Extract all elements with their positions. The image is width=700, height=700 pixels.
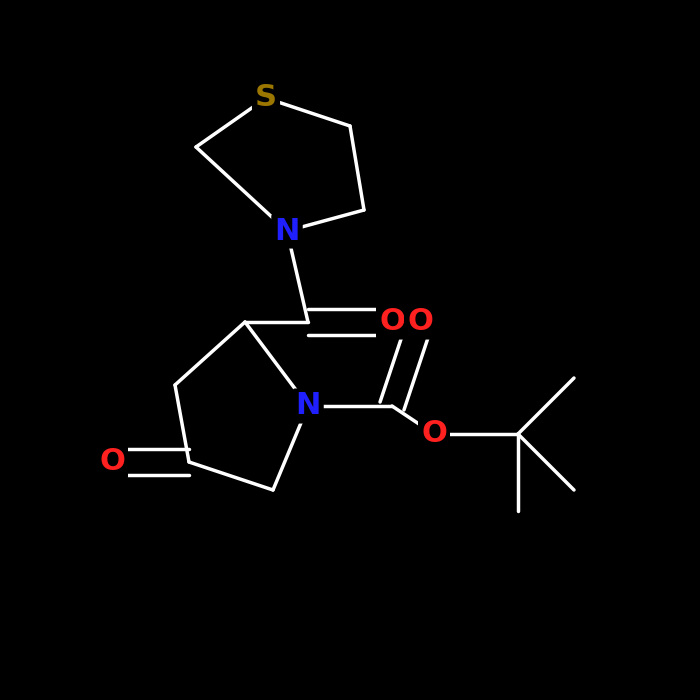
Text: O: O — [99, 447, 125, 477]
Text: O: O — [421, 419, 447, 449]
Text: O: O — [379, 307, 405, 337]
Text: S: S — [255, 83, 277, 113]
Text: N: N — [295, 391, 321, 421]
Text: N: N — [274, 216, 300, 246]
Text: O: O — [407, 307, 433, 337]
